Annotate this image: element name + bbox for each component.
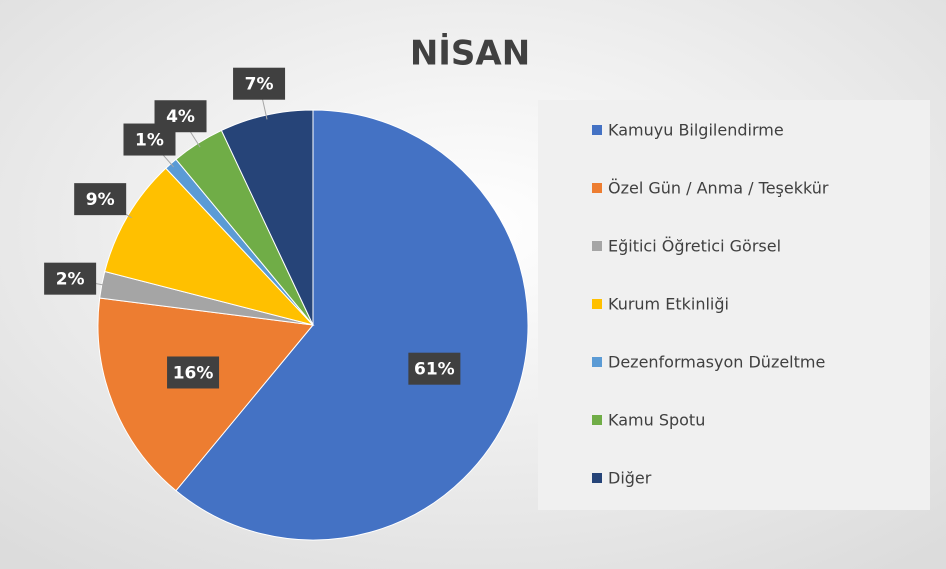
- data-label: 9%: [74, 183, 132, 219]
- pie-slice: [175, 109, 529, 541]
- data-label-text: 4%: [166, 107, 195, 127]
- data-label-box: [74, 183, 127, 216]
- data-label-box: [154, 100, 207, 133]
- pie-slice: [97, 297, 314, 492]
- chart-title: NİSAN: [410, 33, 530, 74]
- data-label: 16%: [167, 356, 220, 389]
- data-label-text: 2%: [56, 270, 85, 290]
- data-labels: 61% 16% 2% 9% 1%4% 7%: [44, 67, 461, 389]
- data-label-text: 7%: [245, 75, 274, 95]
- pie: [97, 109, 529, 541]
- legend-box: [538, 100, 930, 510]
- data-label-box: [44, 262, 97, 295]
- data-label-text: 1%: [135, 131, 164, 151]
- legend-swatch: [592, 241, 602, 251]
- data-label-box: [233, 67, 286, 100]
- data-label: 7%: [233, 67, 286, 120]
- data-label-box: [408, 352, 461, 385]
- legend-swatch: [592, 125, 602, 135]
- legend-label: Özel Gün / Anma / Teşekkür: [608, 179, 829, 198]
- data-label: 2%: [44, 262, 107, 295]
- data-label: 4%: [154, 100, 207, 148]
- legend-swatch: [592, 299, 602, 309]
- legend-label: Eğitici Öğretici Görsel: [608, 237, 781, 256]
- legend-swatch: [592, 473, 602, 483]
- data-label-text: 61%: [414, 360, 455, 380]
- legend-label: Kamuyu Bilgilendirme: [608, 121, 784, 140]
- legend-swatch: [592, 357, 602, 367]
- legend-label: Kurum Etkinliği: [608, 295, 729, 314]
- legend-label: Kamu Spotu: [608, 411, 705, 430]
- data-label-text: 16%: [173, 363, 214, 383]
- data-label-box: [167, 356, 220, 389]
- legend-swatch: [592, 415, 602, 425]
- data-label-text: 9%: [86, 190, 115, 210]
- legend-label: Diğer: [608, 469, 652, 488]
- legend-swatch: [592, 183, 602, 193]
- legend-label: Dezenformasyon Düzeltme: [608, 353, 825, 372]
- data-label: 61%: [408, 352, 461, 385]
- legend: Kamuyu Bilgilendirme Özel Gün / Anma / Te…: [592, 121, 829, 488]
